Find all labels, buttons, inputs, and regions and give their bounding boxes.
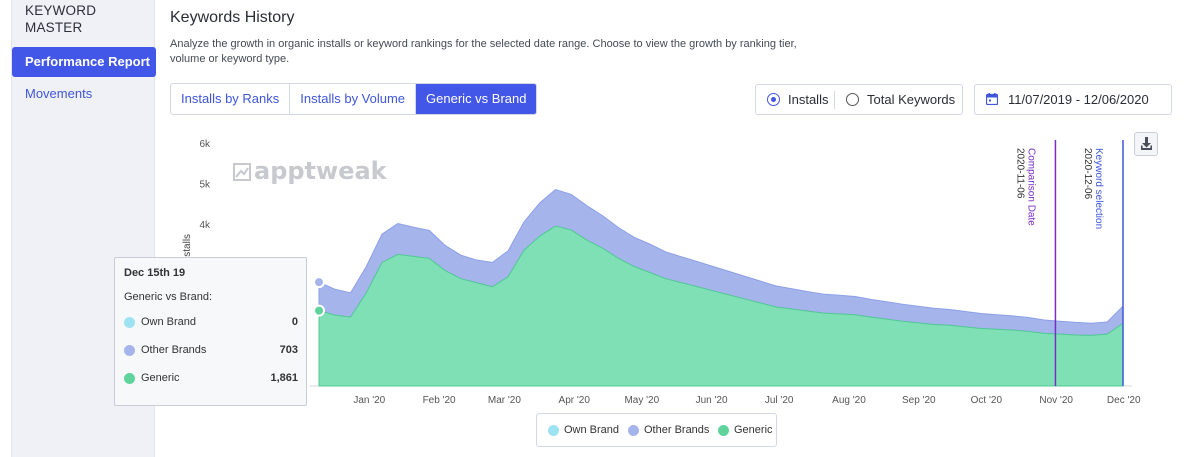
page-description: Analyze the growth in organic installs o… — [170, 38, 797, 65]
radio-label: Total Keywords — [867, 92, 956, 107]
radio-unselected-icon — [846, 93, 859, 106]
x-tick-label: Jul '20 — [765, 395, 794, 406]
radio-divider — [834, 91, 835, 109]
sidebar-item-performance-report[interactable]: Performance Report — [12, 47, 156, 77]
hover-point-generic — [313, 304, 326, 317]
other-brands-swatch-icon — [124, 345, 135, 356]
comparison-date-label: Comparison Date2020-11-06 — [1014, 148, 1036, 226]
tooltip-row-value: 0 — [291, 316, 298, 328]
x-tick-label: Sep '20 — [902, 395, 936, 406]
x-tick-label: Oct '20 — [971, 395, 1003, 406]
sidebar-item-movements[interactable]: Movements — [25, 86, 93, 101]
date-range-picker[interactable]: 11/07/2019 - 12/06/2020 — [974, 84, 1172, 115]
tooltip-row-name: Own Brand — [141, 316, 197, 328]
tooltip-row-value: 1,861 — [270, 372, 298, 384]
page-title: Keywords History — [170, 9, 295, 26]
keyword-selection-label: Keyword selection2020-12-06 — [1082, 148, 1104, 229]
chart-tooltip: Dec 15th 19 Generic vs Brand: Own Brand … — [114, 257, 307, 406]
tooltip-row-own-brand: Own Brand 0 — [124, 316, 298, 330]
y-tick-label: 6k — [199, 139, 211, 150]
legend-label: Own Brand — [564, 424, 620, 436]
y-tick-label: 4k — [199, 220, 211, 231]
x-tick-label: Mar '20 — [488, 395, 521, 406]
generic-swatch-icon — [124, 373, 135, 384]
tooltip-row-generic: Generic 1,861 — [124, 372, 298, 386]
legend-item-own-brand[interactable]: Own Brand — [548, 424, 619, 436]
sidebar: KEYWORD MASTER Performance Report Moveme… — [11, 0, 156, 457]
radio-total-keywords[interactable]: Total Keywords — [846, 85, 955, 114]
y-axis-title: Installs — [182, 234, 193, 265]
download-button[interactable] — [1134, 132, 1158, 156]
legend-item-other-brands[interactable]: Other Brands — [628, 424, 709, 436]
tab-installs-by-ranks[interactable]: Installs by Ranks — [171, 84, 291, 114]
hover-point-other-brands — [313, 276, 326, 289]
calendar-icon — [986, 93, 998, 105]
x-tick-label: Nov '20 — [1039, 395, 1073, 406]
own-brand-swatch-icon — [548, 425, 559, 436]
radio-installs[interactable]: Installs — [767, 85, 828, 114]
tooltip-date: Dec 15th 19 — [124, 267, 186, 279]
x-tick-label: Dec '20 — [1107, 395, 1141, 406]
radio-label: Installs — [788, 92, 829, 107]
legend-label: Generic — [734, 424, 773, 436]
tooltip-subtitle: Generic vs Brand: — [124, 291, 213, 303]
radio-selected-icon — [767, 93, 780, 106]
x-tick-label: Apr '20 — [559, 395, 591, 406]
legend-item-generic[interactable]: Generic — [718, 424, 773, 436]
app-brand: KEYWORD MASTER — [25, 3, 97, 35]
x-tick-label: Aug '20 — [832, 395, 866, 406]
x-tick-label: Feb '20 — [423, 395, 456, 406]
view-tabs: Installs by Ranks Installs by Volume Gen… — [170, 83, 538, 115]
date-range-label: 11/07/2019 - 12/06/2020 — [1008, 92, 1149, 107]
own-brand-swatch-icon — [124, 317, 135, 328]
chart-legend: Own Brand Other Brands Generic — [536, 413, 777, 447]
installs-chart: 6k 5k 4k Installs Jan '20 Feb '20 Mar '20 Apr '… — [182, 139, 1141, 406]
watermark-logo: apptweak — [254, 157, 388, 185]
tab-generic-vs-brand[interactable]: Generic vs Brand — [416, 84, 537, 114]
tooltip-row-name: Other Brands — [141, 344, 207, 356]
x-tick-label: May '20 — [624, 395, 659, 406]
legend-label: Other Brands — [644, 424, 710, 436]
tooltip-row-value: 703 — [279, 344, 298, 356]
other-brands-swatch-icon — [628, 425, 639, 436]
metric-toggle: Installs Total Keywords — [755, 84, 963, 115]
x-tick-label: Jun '20 — [696, 395, 728, 406]
download-icon — [1141, 137, 1152, 150]
tooltip-row-other-brands: Other Brands 703 — [124, 344, 298, 358]
apptweak-logo-icon — [233, 163, 251, 181]
tooltip-row-name: Generic — [141, 372, 180, 384]
tab-installs-by-volume[interactable]: Installs by Volume — [290, 84, 417, 114]
y-tick-label: 5k — [199, 180, 211, 191]
generic-swatch-icon — [718, 425, 729, 436]
x-tick-label: Jan '20 — [353, 395, 385, 406]
